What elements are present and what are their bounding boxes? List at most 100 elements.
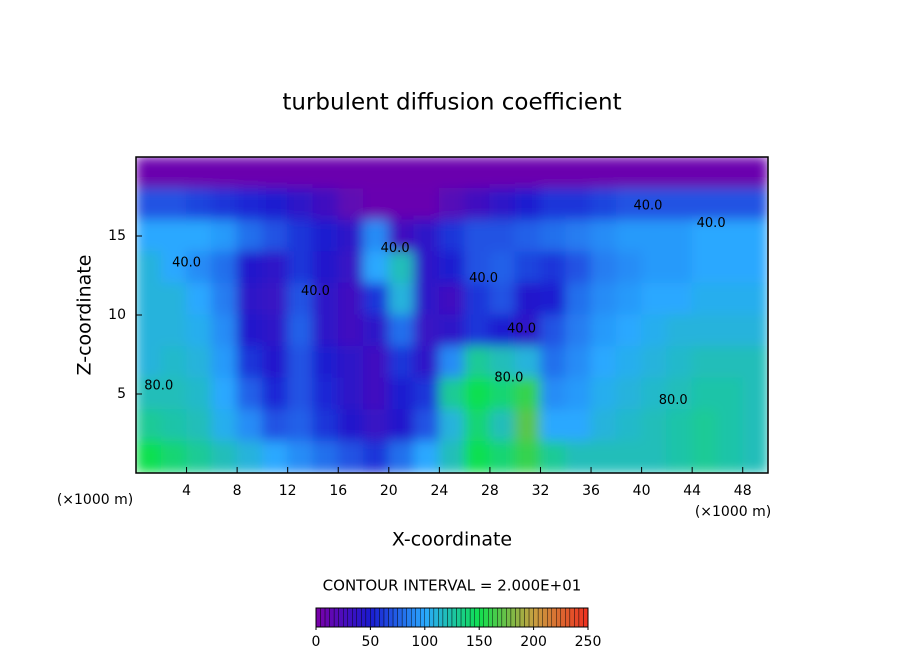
cell [287, 251, 314, 284]
cell [539, 282, 567, 316]
cell [742, 409, 768, 442]
cell [590, 377, 617, 411]
colorbar-swatch [442, 607, 448, 628]
cell [211, 440, 238, 473]
cell [742, 377, 768, 411]
colorbar-swatch [556, 607, 561, 628]
cell [413, 251, 440, 284]
cell [691, 440, 718, 473]
cell [590, 251, 617, 284]
cell [363, 409, 390, 442]
colorbar-swatch [569, 607, 575, 628]
cell [742, 346, 768, 379]
cell [615, 377, 643, 411]
cell [565, 440, 592, 473]
colorbar-swatch [356, 607, 362, 628]
colorbar-swatch [510, 607, 516, 628]
colorbar-swatch [388, 607, 394, 628]
cell [641, 157, 668, 190]
colorbar-swatch [429, 607, 435, 628]
cell [136, 346, 162, 379]
cell [590, 219, 617, 253]
cell [363, 188, 390, 221]
cell [716, 314, 744, 348]
colorbar-swatch [465, 607, 471, 628]
colorbar-swatch [411, 607, 416, 628]
cell [312, 157, 339, 190]
x-tick-label: 4 [182, 483, 191, 499]
cell [160, 409, 188, 442]
cell [337, 219, 365, 253]
cell [160, 314, 188, 348]
colorbar-swatch [506, 607, 512, 628]
cell [160, 282, 188, 316]
x-tick-label: 8 [233, 483, 242, 499]
cell [160, 157, 188, 190]
cell [641, 377, 668, 411]
cell [539, 377, 567, 411]
cell [413, 409, 440, 442]
cell [261, 251, 289, 284]
colorbar-tick-label: 150 [466, 634, 493, 650]
cell [615, 314, 643, 348]
cell [438, 251, 466, 284]
cell [211, 314, 238, 348]
cell [388, 282, 415, 316]
cell [388, 409, 415, 442]
cell [337, 409, 365, 442]
cell [514, 188, 541, 221]
contour-label: 80.0 [494, 371, 523, 386]
cell [742, 157, 768, 190]
cell [539, 409, 567, 442]
cell [539, 188, 567, 221]
cell [438, 346, 466, 379]
cell [388, 219, 415, 253]
cell [666, 346, 693, 379]
cell [539, 157, 567, 190]
cell [261, 314, 289, 348]
colorbar-swatch [578, 607, 584, 628]
cell [236, 346, 263, 379]
cell [312, 346, 339, 379]
cell [615, 157, 643, 190]
colorbar-swatch [379, 607, 385, 628]
cells [136, 157, 768, 473]
colorbar-swatch [565, 607, 571, 628]
cell [438, 188, 466, 221]
cell [186, 219, 213, 253]
colorbar-swatch [501, 607, 507, 628]
cell [236, 282, 263, 316]
cell [186, 157, 213, 190]
colorbar-swatch [583, 607, 589, 628]
cell [489, 282, 516, 316]
cell [236, 377, 263, 411]
cell [489, 440, 516, 473]
colorbar-swatch [415, 607, 421, 628]
cell [211, 282, 238, 316]
colorbar-swatch [315, 607, 321, 628]
cell [388, 346, 415, 379]
cell [666, 377, 693, 411]
cell [312, 377, 339, 411]
cell [312, 219, 339, 253]
cell [312, 188, 339, 221]
x-tick-label: 20 [380, 483, 398, 499]
cell [236, 314, 263, 348]
cell [388, 377, 415, 411]
cell [186, 314, 213, 348]
cell [413, 346, 440, 379]
cell [514, 251, 541, 284]
cell [413, 157, 440, 190]
cell [489, 314, 516, 348]
x-axis-title: X-coordinate [392, 529, 512, 551]
colorbar-swatch [420, 607, 425, 628]
cell [211, 157, 238, 190]
cell [337, 440, 365, 473]
cell [565, 157, 592, 190]
colorbar-swatch [329, 607, 335, 628]
colorbar-swatch [438, 607, 444, 628]
x-tick-label: 36 [582, 483, 600, 499]
colorbar-tick-label: 0 [312, 634, 321, 650]
cell [186, 409, 213, 442]
cell [136, 251, 162, 284]
